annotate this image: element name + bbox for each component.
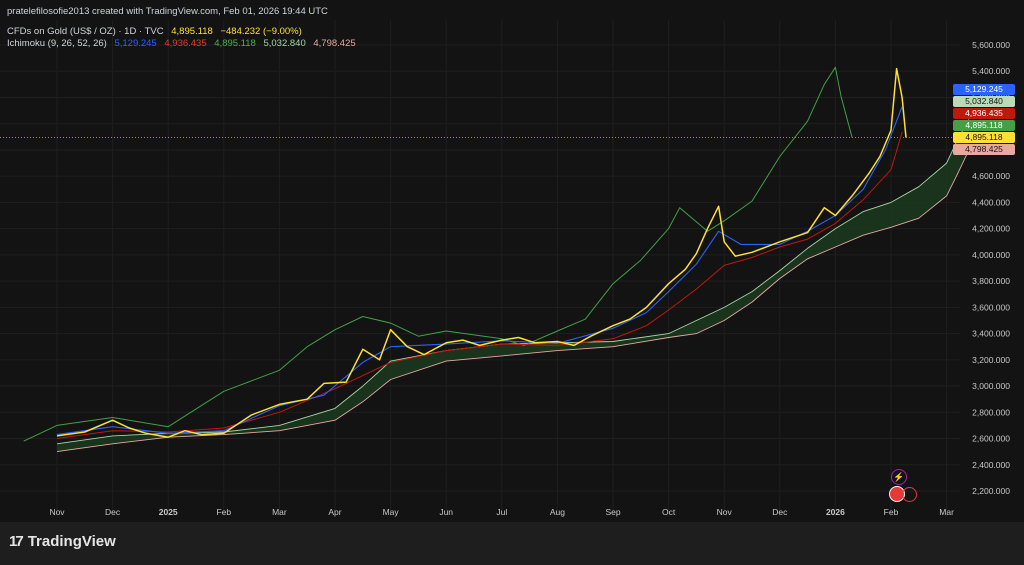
x-tick-label: Feb — [884, 507, 899, 517]
y-tick-label: 4,000.000 — [972, 250, 1010, 260]
series-span_a — [56, 119, 970, 445]
x-tick-label: Sep — [605, 507, 620, 517]
x-tick-label: Apr — [328, 507, 341, 517]
y-tick-label: 3,400.000 — [972, 329, 1010, 339]
symbol-name: CFDs on Gold (US$ / OZ) · 1D · TVC — [7, 26, 164, 37]
y-tick-label: 5,600.000 — [972, 40, 1010, 50]
y-tick-label: 3,200.000 — [972, 355, 1010, 365]
badge-base: 4,936.435 — [953, 108, 1015, 119]
x-tick-label: Aug — [550, 507, 565, 517]
brand-name: TradingView — [27, 533, 116, 550]
y-tick-label: 3,800.000 — [972, 276, 1010, 286]
series-price — [56, 67, 907, 438]
x-tick-label: Mar — [939, 507, 954, 517]
y-tick-label: 5,400.000 — [972, 66, 1010, 76]
y-tick-label: 2,600.000 — [972, 434, 1010, 444]
last-price: 4,895.118 — [171, 26, 213, 37]
price-change: −484.232 (−9.00%) — [220, 26, 302, 37]
x-tick-label: 2026 — [826, 507, 845, 517]
series-base — [56, 131, 903, 439]
creator-line: pratelefilosofie2013 created with Tradin… — [7, 6, 328, 17]
x-tick-label: Dec — [105, 507, 121, 517]
y-tick-label: 2,400.000 — [972, 460, 1010, 470]
indicator-value-span-a: 5,032.840 — [263, 38, 306, 49]
indicator-legend[interactable]: Ichimoku (9, 26, 52, 26) 5,129.245 4,936… — [7, 38, 361, 49]
x-tick-label: Dec — [772, 507, 788, 517]
x-tick-label: Oct — [662, 507, 676, 517]
x-tick-label: Jun — [439, 507, 453, 517]
x-tick-label: Nov — [717, 507, 733, 517]
badge-conversion: 5,129.245 — [953, 84, 1015, 95]
badge-price: 4,895.118 — [953, 132, 1015, 143]
y-tick-label: 2,800.000 — [972, 407, 1010, 417]
badge-span-b: 4,798.425 — [953, 144, 1015, 155]
badge-lagging: 4,895.118 — [953, 120, 1015, 131]
indicator-value-conversion: 5,129.245 — [114, 38, 157, 49]
indicator-name: Ichimoku (9, 26, 52, 26) — [7, 38, 107, 49]
x-tick-label: Feb — [216, 507, 231, 517]
y-tick-label: 4,400.000 — [972, 197, 1010, 207]
x-axis: Nov Dec 2025 Feb Mar Apr May Jun Jul Aug Sep Oct Nov… — [49, 507, 954, 517]
grid — [0, 20, 960, 516]
x-tick-label: Nov — [49, 507, 65, 517]
x-tick-label: Jul — [496, 507, 507, 517]
y-tick-label: 4,600.000 — [972, 171, 1010, 181]
y-tick-label: 4,200.000 — [972, 224, 1010, 234]
tv-logo-icon: 17 — [9, 533, 24, 550]
x-tick-label: May — [383, 507, 400, 517]
series-lagging — [23, 66, 853, 442]
x-tick-label: Mar — [272, 507, 287, 517]
series-span_b — [56, 150, 970, 453]
y-tick-label: 3,600.000 — [972, 302, 1010, 312]
event-icon[interactable] — [902, 487, 917, 502]
series-lines — [23, 66, 970, 453]
badge-span-a: 5,032.840 — [953, 96, 1015, 107]
lightning-icon[interactable]: ⚡ — [891, 469, 907, 485]
indicator-value-base: 4,936.435 — [164, 38, 207, 49]
y-tick-label: 2,200.000 — [972, 486, 1010, 496]
indicator-value-lagging: 4,895.118 — [214, 38, 256, 49]
series-conversion — [56, 106, 903, 436]
indicator-value-span-b: 4,798.425 — [313, 38, 356, 49]
symbol-legend[interactable]: CFDs on Gold (US$ / OZ) · 1D · TVC 4,895… — [7, 26, 307, 37]
x-tick-label: 2025 — [159, 507, 178, 517]
branding-footer — [0, 522, 1024, 565]
tradingview-logo[interactable]: 17 TradingView — [9, 533, 116, 550]
y-tick-label: 3,000.000 — [972, 381, 1010, 391]
